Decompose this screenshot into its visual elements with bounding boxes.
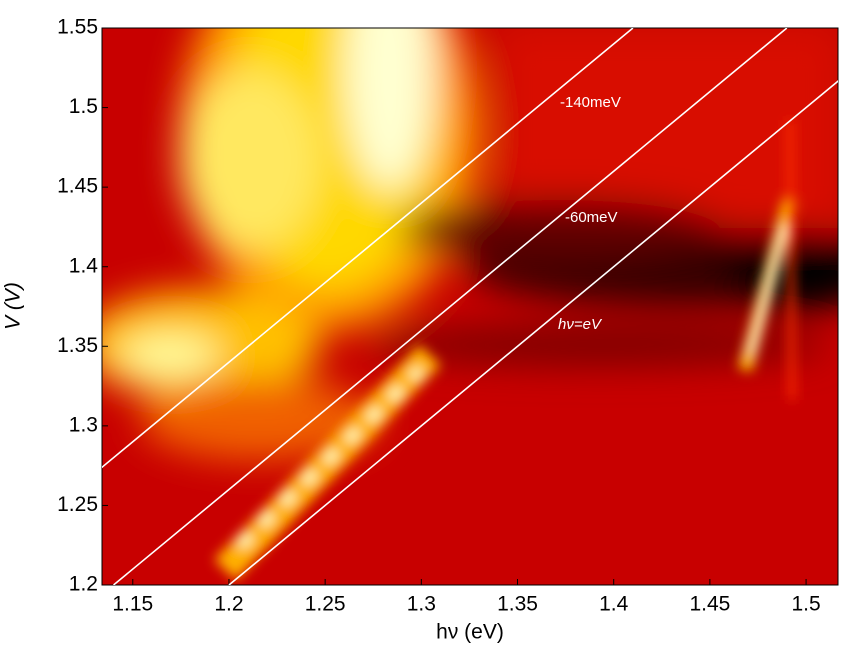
reference-line [102, 28, 634, 469]
y-tick-label: 1.2 [69, 573, 98, 596]
x-tick-label: 1.4 [599, 593, 629, 616]
x-tick-label: 1.2 [214, 593, 243, 616]
x-axis-label: hν (eV) [436, 621, 504, 644]
y-tick-label: 1.3 [69, 413, 98, 436]
y-tick-label: 1.5 [69, 95, 98, 118]
y-tick-label: 1.25 [57, 493, 98, 516]
x-tick-label: 1.35 [497, 593, 538, 616]
y-tick-label: 1.35 [57, 334, 98, 357]
line-label: -60meV [565, 209, 618, 226]
plot-frame [101, 27, 839, 586]
y-axis-label: V (V) [2, 282, 25, 330]
y-tick-label: 1.4 [69, 254, 99, 277]
heatmap-streaks [214, 119, 797, 581]
x-tick-label: 1.25 [305, 593, 346, 616]
heatmap [102, 28, 838, 585]
x-tick-label: 1.3 [407, 593, 436, 616]
y-tick-label: 1.55 [57, 16, 98, 39]
reference-line [113, 28, 788, 585]
reference-line [228, 80, 838, 585]
line-label: hν=eV [558, 316, 603, 333]
x-tick-label: 1.45 [689, 593, 730, 616]
y-tick-label: 1.45 [57, 175, 98, 198]
x-tick-label: 1.15 [112, 593, 153, 616]
x-tick-label: 1.5 [791, 593, 820, 616]
line-label: -140meV [560, 94, 621, 111]
reference-lines [102, 28, 838, 585]
